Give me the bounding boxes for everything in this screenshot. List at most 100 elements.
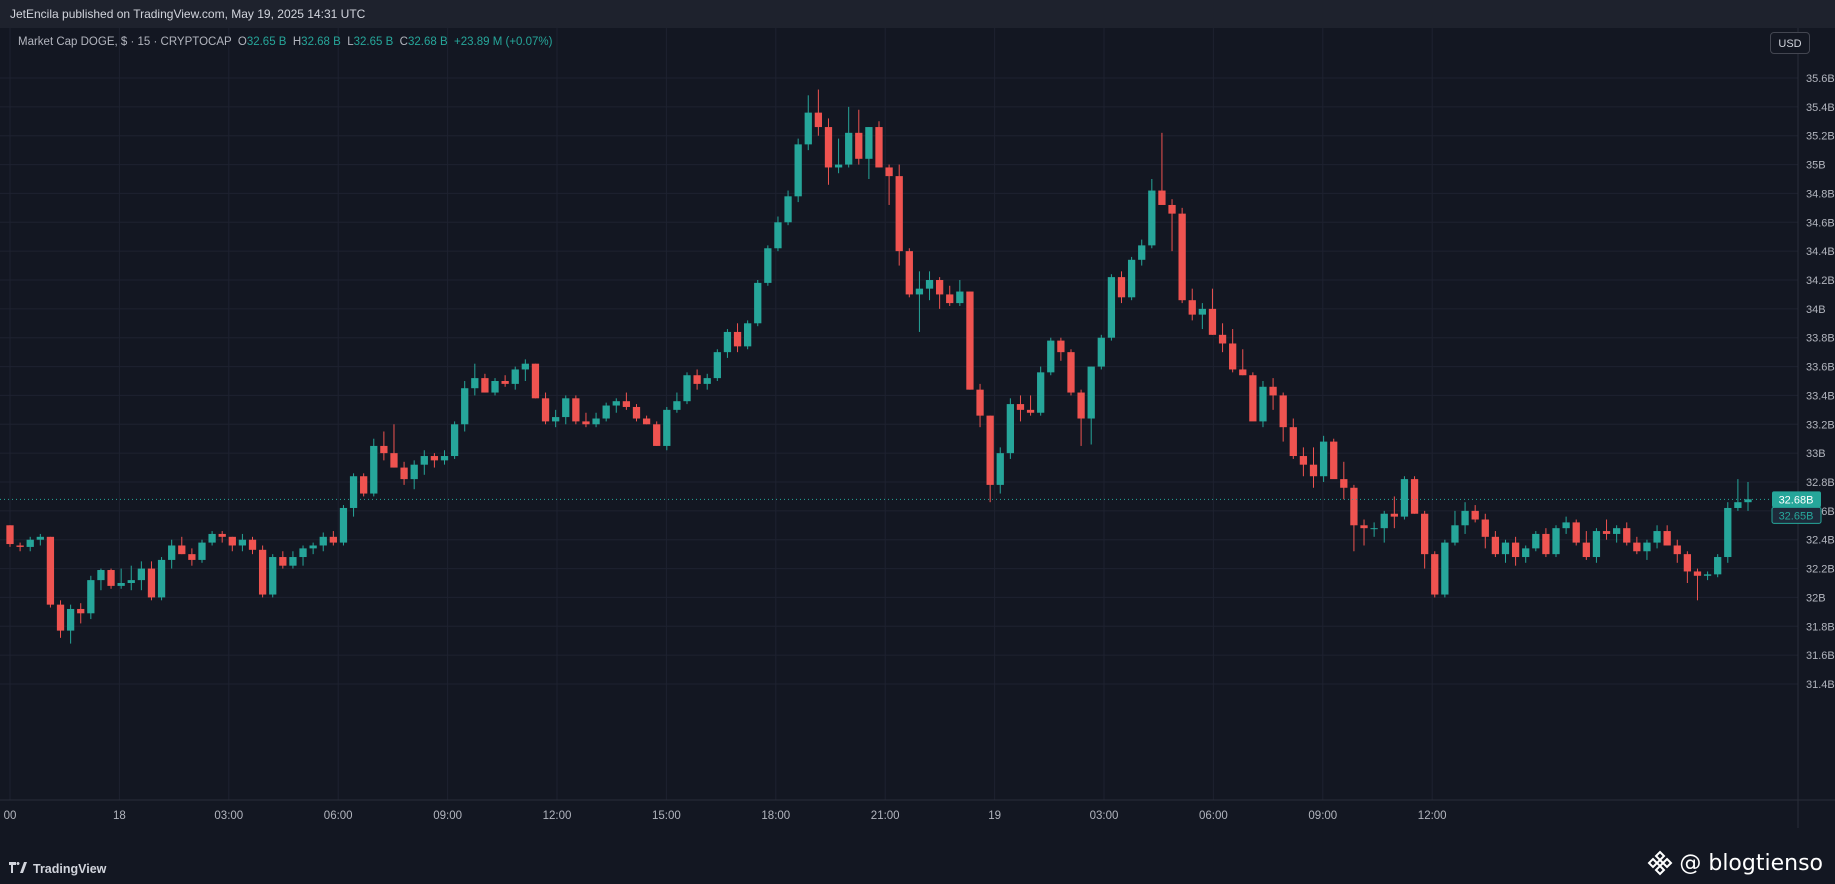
candle-body [612, 401, 620, 406]
candle-body [1350, 487, 1358, 526]
publisher-text: JetEncila published on TradingView.com, … [10, 7, 366, 21]
candle-body [1441, 542, 1449, 595]
candle-body [1077, 392, 1085, 419]
legend-h-label: H [292, 36, 302, 48]
candle-body [117, 583, 125, 586]
tradingview-logo[interactable]: TradingView [8, 860, 106, 878]
candle-body [1481, 519, 1489, 537]
candle-body [774, 222, 782, 249]
y-tick-label: 33B [1806, 448, 1826, 460]
candle-body [46, 536, 55, 605]
candle [1542, 528, 1550, 558]
candle [683, 372, 691, 405]
y-tick-label: 34B [1806, 304, 1826, 316]
candle-body [683, 375, 691, 402]
candle-body [1198, 308, 1206, 315]
candle [1744, 482, 1752, 511]
candle-body [976, 389, 984, 416]
candle-body [1127, 259, 1136, 298]
candle-body [299, 548, 307, 558]
candle-body [248, 539, 257, 550]
y-tick-label: 35.6B [1806, 73, 1835, 85]
candle-body [1259, 386, 1267, 422]
candle-body [925, 280, 934, 289]
candle-body [1168, 204, 1176, 214]
candle-body [1400, 479, 1409, 517]
candle [531, 363, 540, 399]
candle [1511, 536, 1520, 566]
candle [147, 561, 156, 601]
candle [1229, 329, 1237, 373]
candle [693, 369, 701, 390]
candle-body [622, 401, 631, 407]
candle [1087, 366, 1095, 445]
candle [1421, 510, 1429, 569]
candle-body [1309, 464, 1318, 477]
candle [1724, 502, 1732, 563]
candle [1117, 271, 1126, 304]
y-tick-label: 32.2B [1806, 564, 1835, 576]
candle [1481, 513, 1489, 549]
candle-body [1330, 441, 1338, 480]
candle [1451, 510, 1459, 546]
candle-body [400, 467, 408, 480]
candle [592, 412, 600, 428]
candle-body [1249, 375, 1257, 422]
candle-body [834, 164, 843, 168]
candle-body [895, 176, 903, 252]
candle [127, 565, 135, 591]
candle-body [1592, 531, 1601, 558]
candle [1016, 395, 1025, 422]
candle-body [329, 536, 337, 543]
candle-body [26, 539, 34, 547]
candle-body [1471, 510, 1479, 520]
candle-body [642, 418, 651, 425]
y-tick-label: 35.2B [1806, 131, 1835, 143]
candle [198, 539, 206, 563]
candle-body [309, 545, 317, 549]
candle-body [1552, 528, 1560, 555]
candle-body [410, 464, 418, 480]
candle [1148, 179, 1156, 249]
candle-body [370, 445, 378, 494]
candle-body [218, 533, 226, 537]
candle-body [632, 406, 641, 419]
candle-body [1390, 513, 1398, 517]
publisher-bar: JetEncila published on TradingView.com, … [0, 0, 1835, 28]
candle [1582, 531, 1590, 560]
candle-body [1158, 190, 1166, 205]
candle [390, 424, 398, 468]
candle [552, 409, 560, 428]
binance-diamond-icon [1647, 850, 1673, 876]
candle-body [592, 418, 600, 425]
candle-body [178, 545, 186, 555]
candle-body [1279, 395, 1287, 428]
candle [804, 95, 812, 151]
candle-body [1511, 542, 1520, 558]
currency-button[interactable]: USD [1770, 32, 1810, 54]
legend-symbol: Market Cap DOGE, $ · 15 · CRYPTOCAP [18, 36, 232, 48]
candle [1319, 435, 1328, 482]
candle-body [107, 570, 115, 586]
candle [935, 277, 944, 309]
candle-body [1653, 531, 1661, 543]
chart-area[interactable]: Market Cap DOGE, $ · 15 · CRYPTOCAP O32.… [0, 28, 1835, 854]
candle-body [1047, 340, 1055, 373]
candle [1340, 461, 1348, 500]
candle [764, 245, 772, 286]
candle-body [865, 127, 873, 159]
candle-body [1289, 427, 1297, 457]
candle [370, 438, 378, 497]
candle-body [1542, 533, 1550, 555]
candle-body [1208, 308, 1217, 335]
candle-body [157, 559, 166, 598]
candle [1289, 418, 1297, 459]
candle [824, 118, 833, 185]
candlestick-chart[interactable]: 35.6B 35.4B 35.2B 35B 34.8B 34.6B 34.4B 34.2B 34… [0, 28, 1835, 854]
candle [360, 473, 368, 497]
candle-body [754, 282, 762, 324]
candle [430, 453, 439, 468]
legend-l-value: 32.65 B [353, 36, 394, 48]
candle [66, 604, 75, 644]
candle [178, 536, 186, 555]
